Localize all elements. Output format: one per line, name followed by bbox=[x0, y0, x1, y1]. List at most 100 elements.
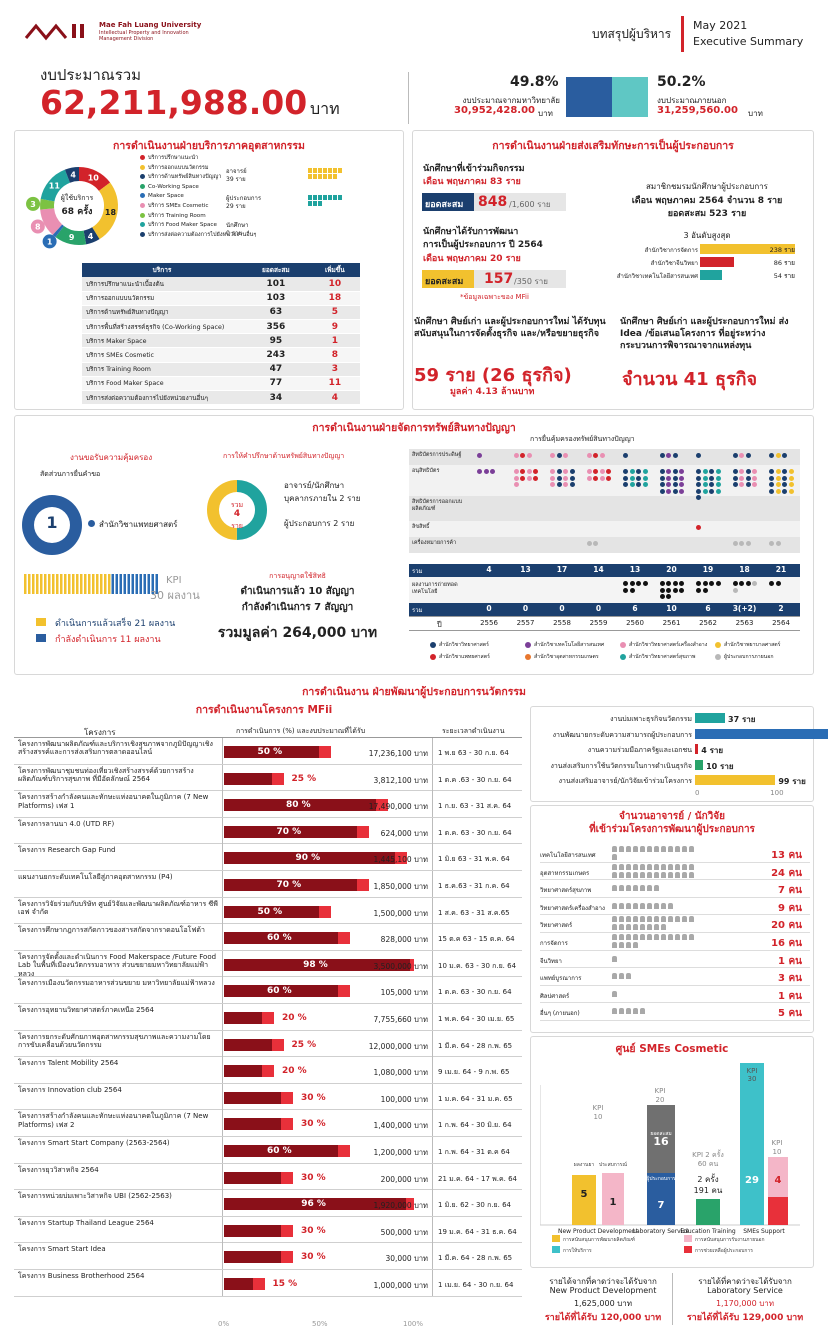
person-icon bbox=[640, 871, 645, 878]
people-count: 29 ราย bbox=[226, 203, 246, 210]
person-icon bbox=[338, 168, 342, 173]
proj-sep2 bbox=[432, 1083, 433, 1110]
ip-legend-dot bbox=[525, 653, 531, 660]
project-row: โครงการศึกษากฎการสกัดกาวของสารสกัดจากราด… bbox=[14, 924, 522, 951]
project-period: 19 ม.ค. 64 - 31 ธ.ค. 64 bbox=[438, 1227, 517, 1236]
grid-dot bbox=[636, 475, 641, 481]
consult-a: อาจารย์/นักศึกษา bbox=[284, 481, 345, 490]
sum2-value: 6 bbox=[705, 604, 711, 613]
s2-note: *ข้อมูลเฉพาะของ MFii bbox=[460, 293, 529, 301]
doing-bar-stripe bbox=[115, 574, 118, 594]
act-row: งานส่งเสริมอาจารย์/นักวิจัยเข้าร่วมโครงก… bbox=[530, 773, 814, 789]
ext-baht: บาท bbox=[748, 109, 763, 118]
univ-bar bbox=[566, 77, 612, 117]
legend-label: บริการ SMEs Cosmetic bbox=[148, 202, 209, 209]
researcher-count: 7 คน bbox=[778, 885, 802, 897]
grid-dot bbox=[672, 469, 678, 474]
person-icon bbox=[668, 916, 673, 923]
person-icon bbox=[612, 933, 617, 940]
grid-row-bg bbox=[409, 537, 800, 553]
grid-dot bbox=[556, 482, 562, 487]
project-bar bbox=[224, 772, 272, 785]
donut-segment bbox=[91, 182, 118, 240]
sme-text: 10 bbox=[773, 1148, 782, 1156]
service-total: 356 bbox=[242, 319, 310, 335]
grid-dot bbox=[696, 488, 701, 494]
grid-dot bbox=[659, 453, 665, 458]
person-icon bbox=[619, 863, 624, 870]
project-pct: 98 % bbox=[303, 959, 328, 970]
header-divider bbox=[681, 16, 684, 52]
person-icon bbox=[654, 924, 659, 931]
project-row: โครงการ Business Brotherhood 2564 15 % 1,0… bbox=[14, 1270, 522, 1297]
grid-dot bbox=[659, 482, 665, 487]
person-icon bbox=[675, 863, 680, 870]
grid-dot bbox=[556, 469, 562, 474]
commercial-dot bbox=[732, 587, 738, 593]
project-period: 1 มี.ค. 64 - 28 ก.พ. 65 bbox=[438, 1254, 513, 1263]
person-icon bbox=[612, 1008, 617, 1015]
grid-dot bbox=[659, 469, 665, 474]
person-icon bbox=[689, 846, 694, 852]
commercial-label: ผลงานการถ่ายทอดเทคโนโลยี bbox=[412, 582, 458, 595]
top3-label: สำนักวิชาจีนวิทยา bbox=[650, 260, 698, 267]
person-icon bbox=[647, 885, 652, 892]
person-icon bbox=[308, 168, 312, 173]
income1-got: รายได้ที่ได้รับ 120,000 บาท bbox=[544, 1313, 662, 1323]
grid-dot bbox=[696, 453, 701, 458]
person-icon bbox=[689, 933, 694, 940]
project-period: 15 ต.ค 63 - 15 ต.ค. 64 bbox=[438, 935, 515, 944]
person-icon bbox=[612, 871, 617, 878]
sum-value: 21 bbox=[775, 565, 787, 574]
top3-bar bbox=[700, 270, 722, 280]
ip-legend-item: สำนักวิชาเทคโนโลยีสารสนเทศ bbox=[525, 641, 604, 649]
person-icon bbox=[633, 924, 638, 931]
proj-sep1 bbox=[222, 1163, 223, 1190]
pitch-text: นักศึกษา ศิษย์เก่า และผู้ประกอบการใหม่ ส… bbox=[620, 317, 789, 351]
industry-table: บริการ ยอดสะสม เพิ่มขึ้น บริการปรึกษาแนะ… bbox=[82, 263, 360, 406]
sme-legend-swatch bbox=[552, 1246, 560, 1253]
industry-donut: 10 18 4 9 18 3 11 4 bbox=[26, 167, 118, 249]
proj-sep1 bbox=[222, 1110, 223, 1137]
grid-dot bbox=[715, 475, 721, 481]
person-icon bbox=[682, 916, 687, 923]
ext-pct: 50.2% bbox=[657, 74, 706, 90]
project-row: โครงการยุววิสาหกิจ 2564 30 % 200,000 บาท 21… bbox=[14, 1163, 522, 1191]
innov-title: การดำเนินงาน ฝ่ายพัฒนาผู้ประกอบการนวัตกร… bbox=[302, 686, 526, 698]
project-row: โครงการหน่วยบ่มเพาะวิสาหกิจ UBI (2562-25… bbox=[14, 1190, 522, 1217]
project-name: โครงการศึกษากฎการสกัดกาวของสารสกัดจากราด… bbox=[18, 926, 205, 935]
act-label: งานส่งเสริมอาจารย์/นักวิจัยเข้าร่วมโครงก… bbox=[558, 777, 692, 785]
service-increase: 3 bbox=[309, 362, 360, 377]
grid-dot bbox=[477, 469, 482, 474]
person-icon bbox=[647, 916, 652, 923]
ip-legend-item: ผู้ประกอบการภายนอก bbox=[715, 653, 773, 661]
project-pct: 15 % bbox=[272, 1279, 298, 1289]
project-name: โครงการยกระดับศักยภาพอุตสาหกรรมสุขภาพและ… bbox=[18, 1032, 211, 1049]
grid-dot bbox=[679, 469, 684, 474]
project-period: 1 ส.ค. 63 - 31 ส.ค.65 bbox=[438, 908, 510, 917]
person-icon bbox=[612, 973, 617, 980]
donut-segment bbox=[40, 198, 55, 210]
ip-legend-dot bbox=[430, 653, 436, 660]
done-bar-stripe bbox=[28, 574, 31, 594]
person-icon bbox=[308, 174, 312, 179]
person-icon bbox=[640, 885, 645, 892]
grid-dot bbox=[636, 469, 641, 474]
project-row: โครงการ Talent Mobility 2564 20 % 1,080,00… bbox=[14, 1057, 522, 1084]
done-bar-stripe bbox=[44, 574, 47, 594]
grid-dot bbox=[788, 488, 794, 494]
fund-text: นักศึกษา ศิษย์เก่า และผู้ประกอบการใหม่ ไ… bbox=[414, 317, 606, 339]
person-icon bbox=[308, 195, 312, 200]
s2-acc-track bbox=[474, 270, 566, 288]
grid-dot bbox=[623, 469, 628, 474]
top3-label: สำนักวิชาเทคโนโลยีสารสนเทศ bbox=[616, 273, 698, 280]
grid-dot bbox=[556, 453, 562, 458]
grid-dot bbox=[513, 469, 519, 474]
project-period: 1 ก.พ. 64 - 30 มิ.ย. 64 bbox=[438, 1121, 512, 1130]
commercial-dot bbox=[752, 581, 757, 586]
sum2-value: 0 bbox=[522, 604, 529, 613]
person-icon bbox=[661, 863, 666, 870]
person-icon bbox=[619, 1008, 624, 1015]
researcher-count: 9 คน bbox=[778, 902, 802, 914]
proj-sep2 bbox=[432, 1243, 433, 1270]
